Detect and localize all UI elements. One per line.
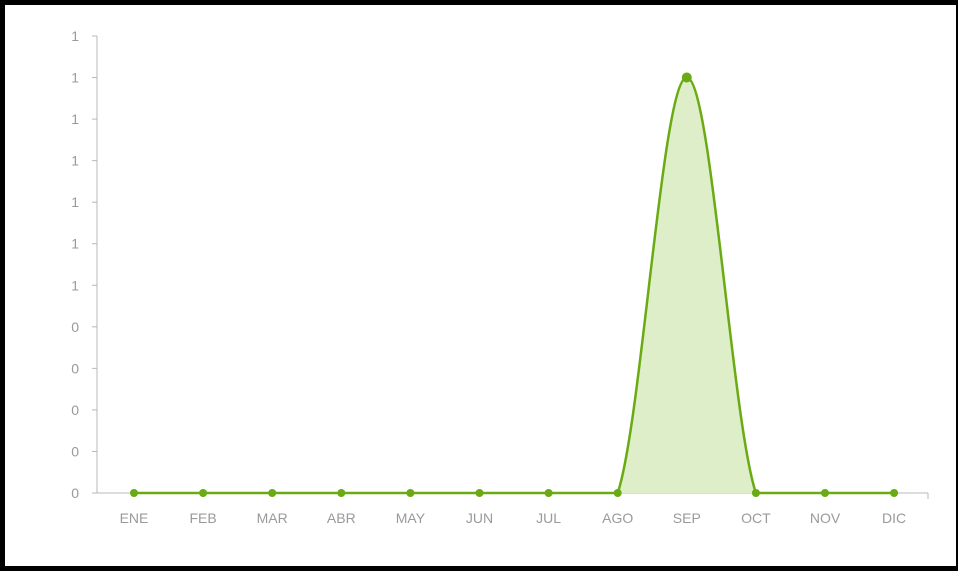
data-points — [130, 72, 899, 497]
data-point-abr[interactable] — [337, 489, 346, 497]
x-tick-label: ENE — [120, 510, 149, 526]
x-tick-label: MAY — [396, 510, 426, 526]
y-tick-label: 1 — [71, 236, 79, 252]
y-tick-label: 1 — [71, 277, 79, 293]
y-tick-label: 0 — [71, 443, 79, 459]
data-point-dic[interactable] — [890, 489, 899, 497]
y-tick-label: 1 — [71, 153, 79, 169]
y-tick-label: 0 — [71, 360, 79, 376]
series-line — [133, 76, 895, 495]
data-point-jul[interactable] — [544, 489, 553, 497]
data-point-jun[interactable] — [475, 489, 484, 497]
y-tick-label: 0 — [71, 319, 79, 335]
y-tick-label: 1 — [71, 111, 79, 127]
x-tick-label: MAR — [257, 510, 288, 526]
y-tick-label: 0 — [71, 402, 79, 418]
series-area — [133, 76, 895, 495]
x-tick-label: JUL — [536, 510, 561, 526]
y-tick-label: 1 — [71, 194, 79, 210]
data-point-feb[interactable] — [199, 489, 208, 497]
x-axis: ENE FEB MAR ABR MAY JUN JUL AGO SEP OCT NOV DIC — [97, 492, 929, 526]
x-tick-label: SEP — [673, 510, 701, 526]
y-tick-label: 0 — [71, 485, 79, 501]
y-axis: 0 0 0 0 0 1 1 1 1 1 1 1 — [71, 28, 98, 501]
data-point-nov[interactable] — [821, 489, 829, 497]
series-area-fill — [134, 77, 895, 493]
data-point-ago[interactable] — [613, 489, 622, 497]
x-tick-label: NOV — [810, 510, 841, 526]
y-tick-label: 1 — [71, 28, 79, 44]
data-point-sep[interactable] — [681, 72, 692, 83]
data-point-mar[interactable] — [268, 489, 277, 497]
data-point-ene[interactable] — [130, 489, 138, 497]
data-point-oct[interactable] — [751, 489, 760, 497]
data-point-may[interactable] — [406, 489, 415, 497]
x-tick-label: OCT — [741, 510, 771, 526]
x-tick-label: AGO — [602, 510, 633, 526]
x-tick-label: FEB — [189, 510, 216, 526]
y-tick-label: 1 — [71, 70, 79, 86]
x-tick-label: JUN — [466, 510, 493, 526]
x-tick-label: DIC — [882, 510, 906, 526]
x-tick-label: ABR — [327, 510, 356, 526]
